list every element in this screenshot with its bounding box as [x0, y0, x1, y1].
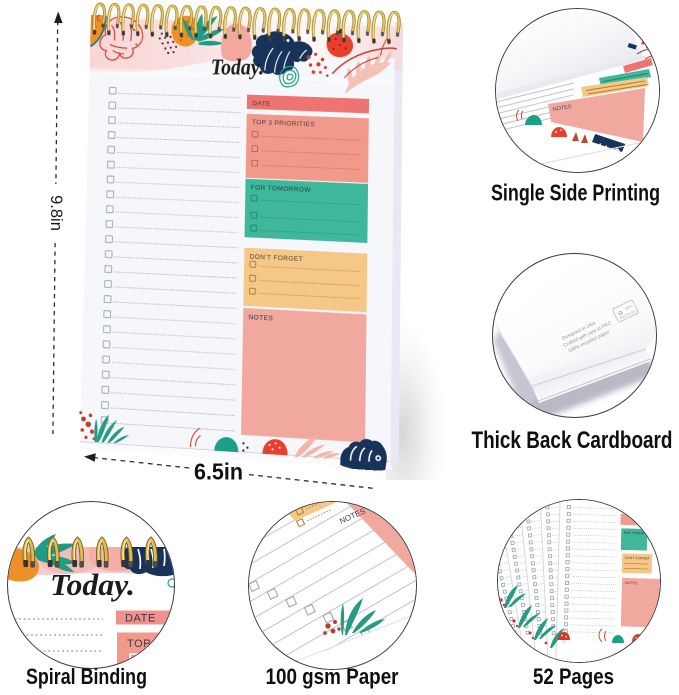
- svg-text:FOR TOMORROW: FOR TOMORROW: [251, 184, 311, 194]
- svg-text:FOR TOMORROW: FOR TOMORROW: [624, 531, 654, 536]
- svg-text:Today.: Today.: [50, 567, 135, 602]
- svg-text:DATE: DATE: [125, 613, 156, 625]
- svg-text:DATE: DATE: [252, 100, 271, 108]
- svg-text:Spiral Binding: Spiral Binding: [26, 664, 147, 689]
- svg-text:NOTES: NOTES: [625, 581, 638, 585]
- svg-text:TOP: TOP: [127, 638, 151, 650]
- svg-text:♻: ♻: [617, 309, 625, 318]
- svg-text:6.5in: 6.5in: [194, 459, 243, 485]
- svg-text:RECYCLED: RECYCLED: [619, 309, 637, 320]
- svg-text:DON’T FORGET: DON’T FORGET: [250, 253, 303, 263]
- svg-text:9.8in: 9.8in: [47, 195, 65, 231]
- svg-text:TOP 3 PRIORITIES: TOP 3 PRIORITIES: [252, 119, 315, 129]
- svg-text:52 Pages: 52 Pages: [533, 664, 614, 689]
- svg-text:Thick Back Cardboard: Thick Back Cardboard: [472, 427, 673, 454]
- svg-text:100%: 100%: [624, 304, 633, 311]
- svg-text:Single Side Printing: Single Side Printing: [491, 180, 660, 206]
- svg-text:NOTES: NOTES: [249, 314, 274, 323]
- svg-text:Today.: Today.: [211, 54, 264, 80]
- svg-text:100 gsm Paper: 100 gsm Paper: [266, 664, 399, 689]
- svg-text:DON'T FORGET: DON'T FORGET: [625, 556, 650, 561]
- svg-text:NOTES: NOTES: [552, 104, 572, 113]
